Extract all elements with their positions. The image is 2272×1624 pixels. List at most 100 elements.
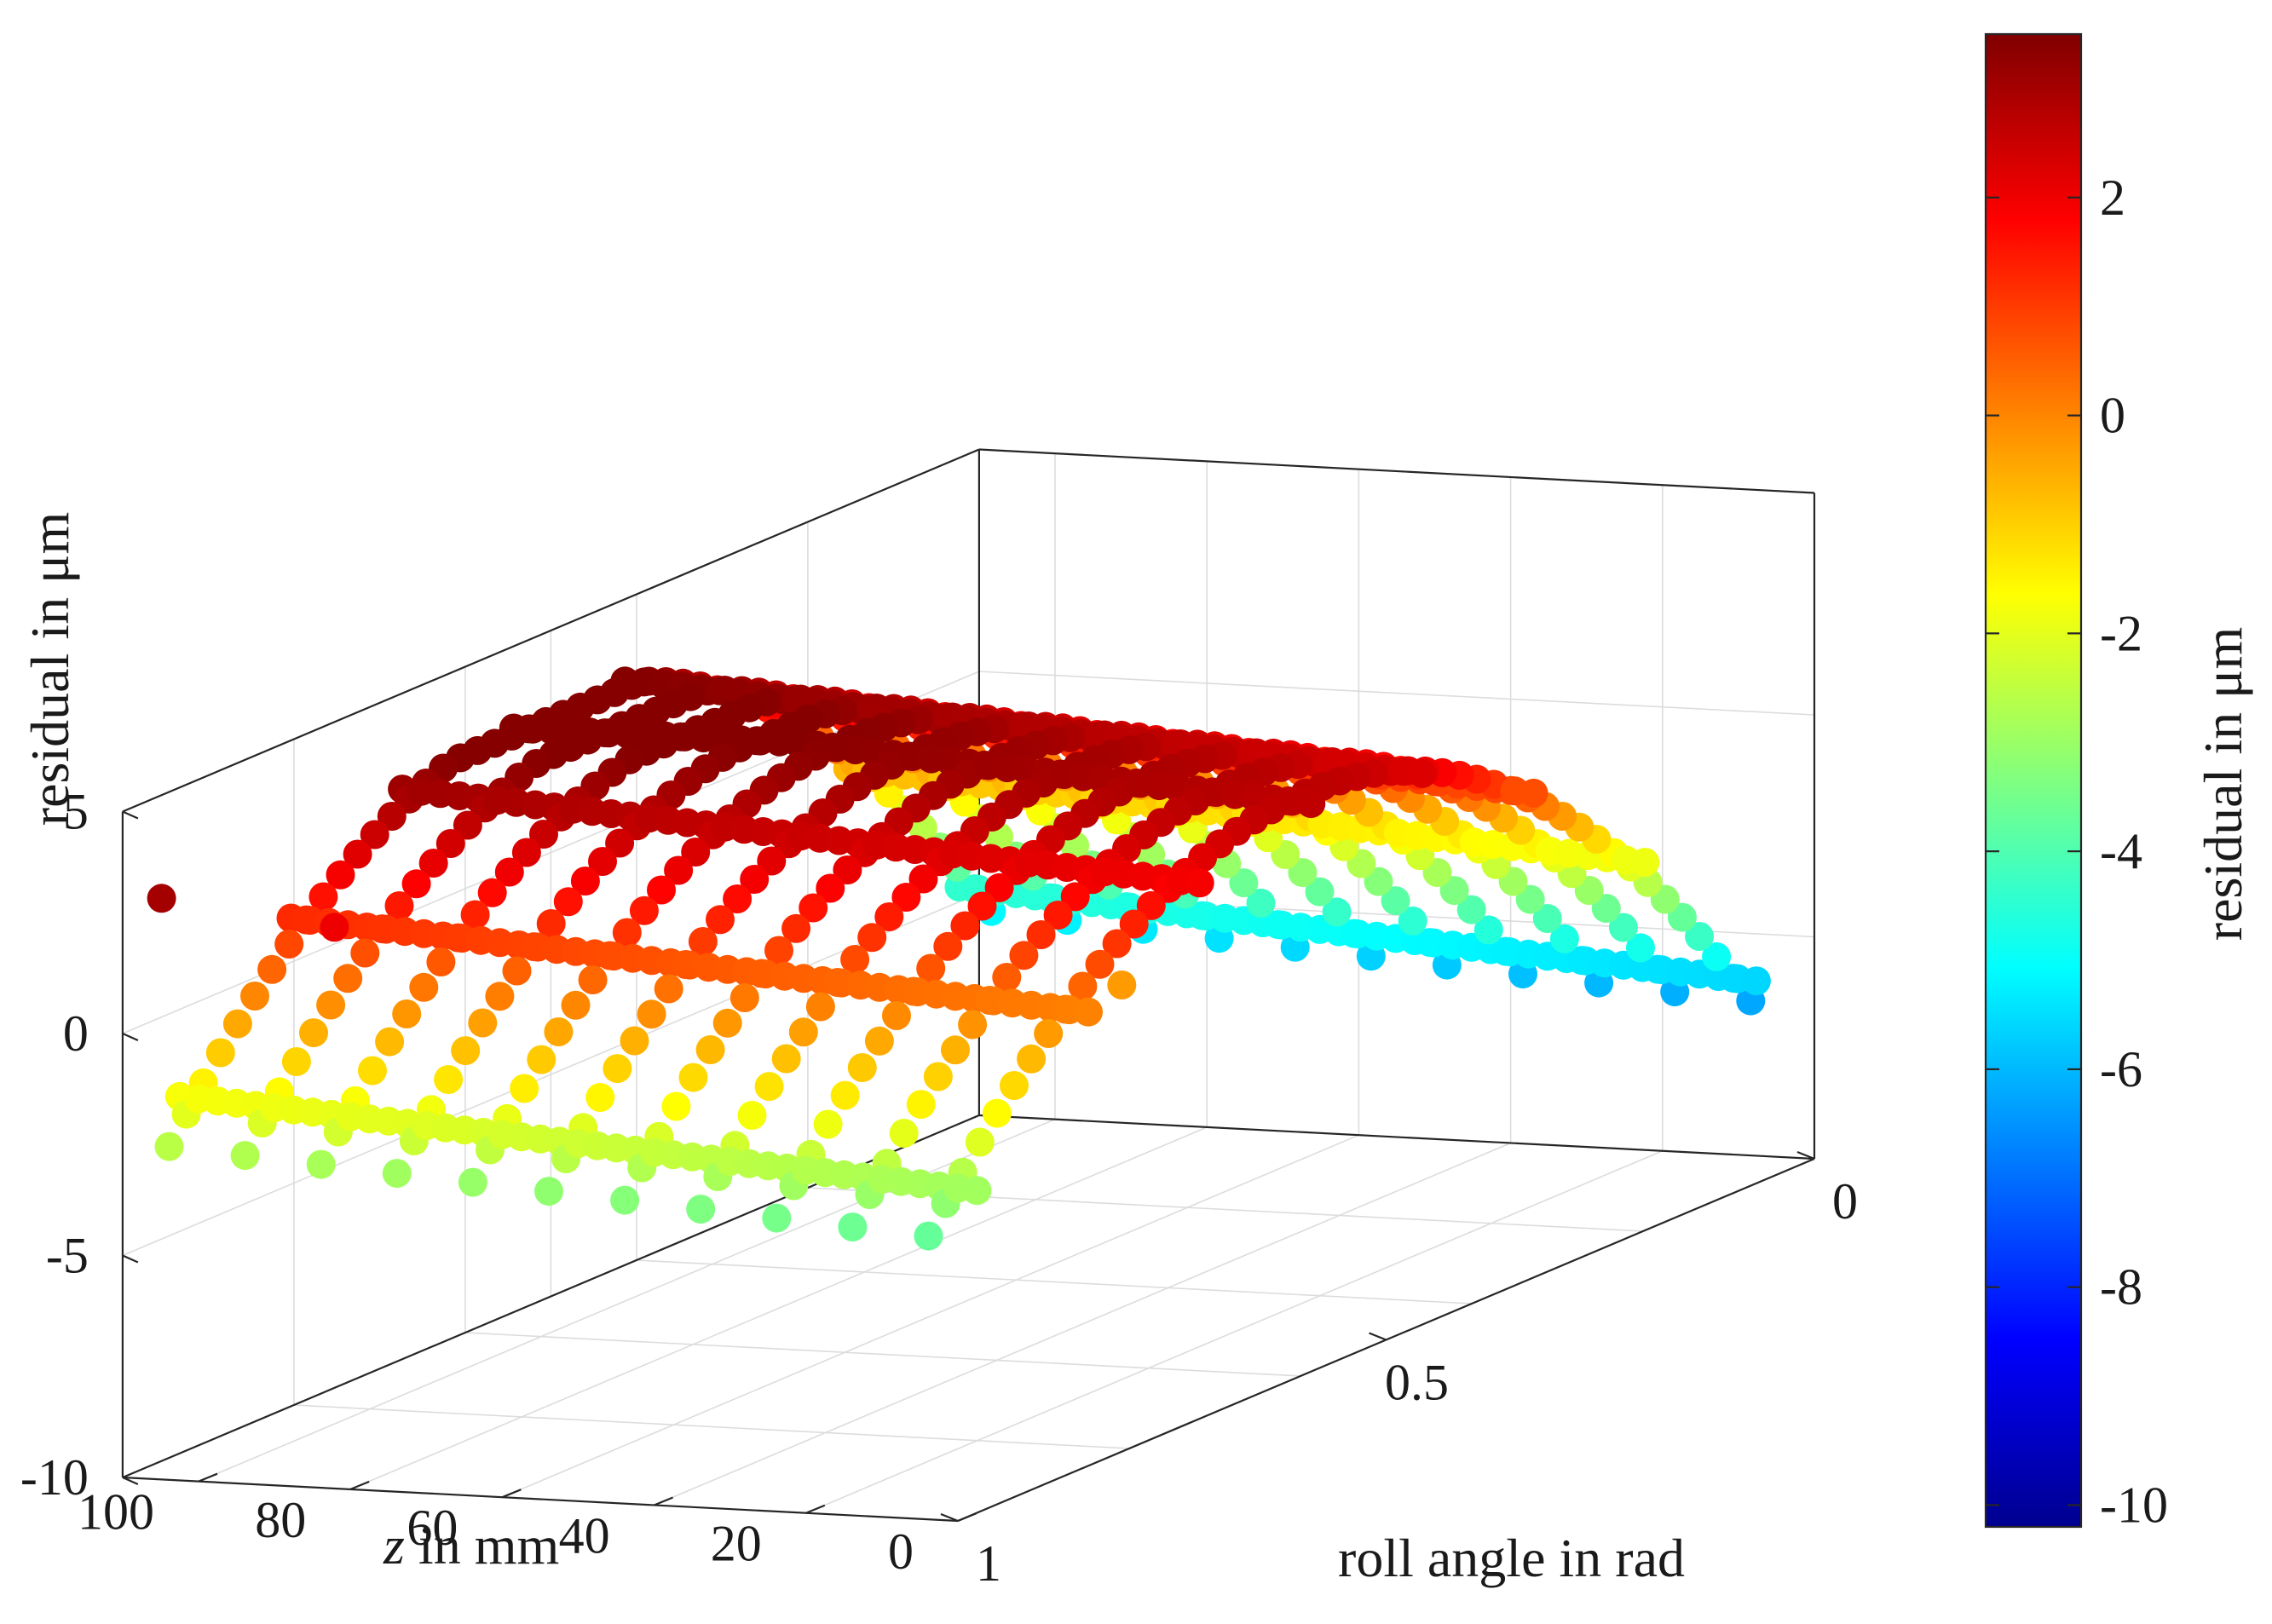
x-axis-label: z in mm <box>383 1515 559 1575</box>
colorbar-tick-label: -10 <box>2100 1477 2168 1533</box>
data-point <box>706 905 735 935</box>
data-point <box>612 918 642 947</box>
data-point <box>1685 922 1714 951</box>
data-point <box>510 1074 539 1103</box>
data-point <box>326 860 355 890</box>
data-point <box>588 847 617 876</box>
data-point <box>1119 909 1149 939</box>
data-point <box>678 1063 708 1092</box>
x-tick-label: 60 <box>407 1500 458 1556</box>
data-point <box>1364 867 1393 896</box>
y-tick-label: 0 <box>1832 1173 1858 1230</box>
grid-line <box>636 1259 1473 1304</box>
axis-edge <box>978 1114 1815 1160</box>
data-point <box>377 802 407 831</box>
colorbar-tick-label: -8 <box>2100 1259 2142 1316</box>
data-point <box>1043 901 1073 930</box>
data-point <box>529 820 558 849</box>
data-point <box>1608 913 1638 942</box>
data-point <box>309 882 338 912</box>
data-point <box>740 865 770 894</box>
data-point <box>1107 970 1137 999</box>
data-point <box>681 838 711 867</box>
data-point <box>799 893 828 923</box>
data-point <box>1060 882 1090 912</box>
data-point <box>654 974 683 1004</box>
data-point <box>830 1080 860 1110</box>
z-tick-mark <box>122 1254 139 1264</box>
data-point <box>527 1045 556 1074</box>
data-point <box>154 1132 184 1161</box>
data-point <box>833 855 862 884</box>
data-point <box>316 990 346 1020</box>
z-tick-label: -5 <box>46 1228 89 1284</box>
data-point <box>578 965 608 994</box>
grid-line <box>293 1404 1130 1449</box>
grid-line <box>464 1332 1301 1377</box>
data-point <box>343 839 372 869</box>
data-point <box>1322 897 1352 927</box>
data-point <box>1000 1071 1029 1100</box>
grid-line <box>502 1134 1359 1498</box>
data-point <box>434 1065 464 1094</box>
y-tick-label: 0.5 <box>1385 1355 1449 1411</box>
data-point <box>950 911 980 941</box>
data-point <box>754 1072 784 1102</box>
data-point <box>222 1009 252 1039</box>
data-point <box>1473 915 1503 945</box>
data-point <box>1102 929 1132 959</box>
data-point <box>695 1035 725 1064</box>
y-tick-mark <box>1796 1150 1815 1160</box>
data-point <box>923 1062 953 1091</box>
scatter-points <box>147 666 1771 1251</box>
data-point <box>1229 868 1259 898</box>
data-point <box>610 1185 640 1215</box>
x-tick-mark <box>805 1504 826 1514</box>
data-point <box>544 1017 574 1046</box>
colorbar-label: residual in μm <box>2193 627 2253 941</box>
axis-ticks: 0 20 40 60 80 100 1 0.5 0 5 0 -5 -10 <box>20 784 1858 1592</box>
data-point <box>757 846 787 876</box>
data-point <box>620 1026 649 1056</box>
data-point <box>762 1203 792 1233</box>
data-point <box>585 1083 615 1112</box>
data-point <box>958 1010 988 1039</box>
data-point <box>281 1047 311 1076</box>
z-tick-label: 0 <box>63 1005 89 1062</box>
data-point <box>916 953 946 983</box>
colorbar-tick-label: -6 <box>2100 1041 2142 1097</box>
data-point <box>1702 942 1732 971</box>
z-axis-label: residual in μm <box>20 512 80 826</box>
data-point <box>1667 902 1697 932</box>
data-point <box>561 990 591 1020</box>
data-point <box>1741 966 1771 996</box>
colorbar-ticks: 2 0 -2 -4 -6 -8 -10 <box>1986 170 2168 1533</box>
data-point <box>982 1098 1012 1128</box>
data-point <box>257 954 287 984</box>
grid-line <box>349 1126 1208 1490</box>
data-point <box>1549 924 1579 953</box>
data-point <box>847 1053 877 1082</box>
colorbar-tick-label: 2 <box>2100 170 2125 226</box>
data-point <box>1515 884 1545 914</box>
x-tick-mark <box>349 1480 370 1490</box>
data-point <box>914 1221 943 1251</box>
data-point <box>205 1038 235 1068</box>
data-point <box>637 999 666 1029</box>
z-tick-label: 5 <box>63 784 89 840</box>
data-point <box>647 875 676 905</box>
data-point <box>788 1017 818 1047</box>
data-point <box>511 838 541 867</box>
x-tick-label: 80 <box>255 1492 306 1548</box>
data-point <box>1034 1019 1064 1048</box>
data-point <box>992 963 1022 992</box>
x-tick-mark <box>957 1512 977 1523</box>
data-point <box>941 1035 970 1065</box>
data-point <box>418 849 448 878</box>
data-point <box>320 913 349 942</box>
data-point <box>688 927 718 956</box>
data-point <box>360 820 389 849</box>
colorbar-tick-label: 0 <box>2100 388 2125 444</box>
data-point <box>453 810 482 840</box>
data-point <box>857 923 887 953</box>
